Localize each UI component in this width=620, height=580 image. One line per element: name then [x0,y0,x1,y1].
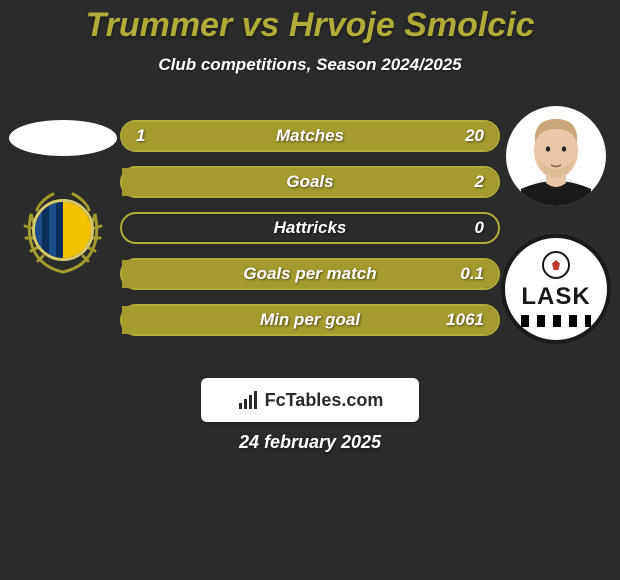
stat-label: Goals per match [243,264,376,284]
watermark-text: FcTables.com [265,390,384,411]
club-shield-left [32,199,94,261]
content-row: 1 Matches 20 Goals 2 Hattricks 0 Goals per matc… [0,100,620,380]
date-text: 24 february 2025 [0,432,620,453]
player-portrait-left [9,120,117,156]
player-face-icon [511,111,601,206]
stats-column: 1 Matches 20 Goals 2 Hattricks 0 Goals per matc… [120,100,500,380]
club-stripes-icon [521,315,591,327]
chart-icon [237,389,259,411]
watermark: FcTables.com [201,378,419,422]
stat-bar: Goals 2 [120,166,500,198]
stat-value-right: 20 [465,126,484,146]
subtitle: Club competitions, Season 2024/2025 [0,55,620,75]
club-badge-right: LASK [501,234,611,344]
club-crest-top-icon [542,251,570,279]
page-title: Trummer vs Hrvoje Smolcic [0,0,620,45]
stat-bar: Goals per match 0.1 [120,258,500,290]
club-badge-left [17,184,109,276]
stat-bar: Hattricks 0 [120,212,500,244]
stat-bar: 1 Matches 20 [120,120,500,152]
left-column [0,100,120,380]
stat-value-right: 0.1 [460,264,484,284]
stat-value-right: 1061 [446,310,484,330]
stat-label: Min per goal [260,310,360,330]
stat-label: Hattricks [274,218,347,238]
comparison-infographic: Trummer vs Hrvoje Smolcic Club competiti… [0,0,620,580]
right-column: LASK [500,100,620,380]
stat-label: Matches [276,126,344,146]
stat-value-left: 1 [136,126,145,146]
stat-value-right: 2 [475,172,484,192]
stat-bar: Min per goal 1061 [120,304,500,336]
player-portrait-right [506,106,606,206]
stat-value-right: 0 [475,218,484,238]
club-name-right: LASK [521,283,590,311]
stat-label: Goals [286,172,333,192]
